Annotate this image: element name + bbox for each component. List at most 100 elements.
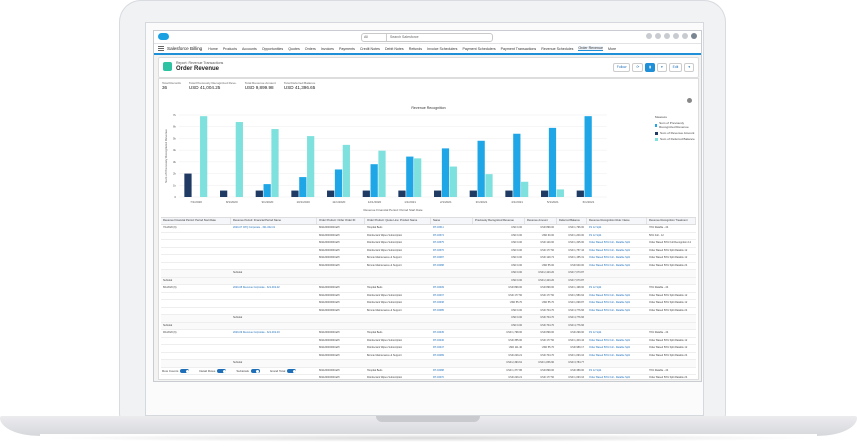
bar-3 (235, 122, 243, 197)
table-cell: Disinfectant Wipes Subscription (367, 233, 403, 237)
table-row: 80112000000UaHr Disinfectant Wipes Subscr… (161, 233, 696, 240)
column-header[interactable]: Order Product: Quote Line: Product Name (365, 218, 431, 224)
user-avatar[interactable] (691, 33, 697, 39)
nav-item-revenue-schedules[interactable]: Revenue Schedules (541, 46, 574, 51)
refresh-button[interactable]: ⟳ (632, 63, 644, 72)
table-cell[interactable]: Order Based 50% Full - Ratable Split (589, 263, 630, 267)
table-cell[interactable]: RT-03489 (433, 353, 444, 357)
table-cell[interactable]: Order Based 50% Full - Ratable Split (589, 338, 630, 342)
table-cell[interactable]: RT-03376 (433, 248, 444, 252)
table-cell[interactable]: RT-03488 (433, 263, 444, 267)
table-cell (161, 233, 231, 240)
nav-item-home[interactable]: Home (208, 46, 218, 51)
app-launcher-icon[interactable] (158, 46, 164, 51)
nav-item-accounts[interactable]: Accounts (242, 46, 257, 51)
nav-item-quotes[interactable]: Quotes (288, 46, 300, 51)
table-cell[interactable]: RT-03409 (433, 286, 444, 289)
toggle-switch[interactable] (180, 369, 190, 373)
table-cell[interactable]: Order Based 50% Full - Ratable Split (589, 301, 630, 304)
table-cell[interactable]: Order Based 50% Full - Ratable Split (589, 308, 630, 312)
column-header[interactable]: Revenue Financial Period: Period Start D… (161, 218, 231, 224)
nav-item-products[interactable]: Products (222, 46, 238, 51)
table-cell[interactable]: Order Based 50% Full - Ratable Split (589, 346, 630, 349)
search-scope-select[interactable]: All (362, 34, 387, 41)
column-header[interactable]: Previously Recognized Revenue (473, 218, 525, 224)
search-input[interactable]: Search Salesforce (390, 35, 419, 39)
table-cell[interactable]: RT-03487 (433, 256, 444, 259)
favorites-icon[interactable] (646, 33, 652, 39)
table-cell (365, 270, 431, 277)
table-cell[interactable]: Order Based 50% Full - Ratable Split (589, 241, 630, 244)
nav-item-invoices[interactable]: Invoices (320, 46, 334, 51)
table-cell[interactable]: 2020-08 Revenue Corporate - 321-002-02 (233, 286, 280, 289)
table-cell[interactable]: RT-03445 (433, 331, 444, 334)
column-header[interactable]: Revenue Period: Financial Period Name (231, 218, 317, 224)
table-cell[interactable]: FS 12 Split (589, 331, 602, 334)
table-cell[interactable]: 2020-09 Revenue Corporate - 321-002-03 (233, 331, 280, 334)
table-cell[interactable]: 2020-07 CPQ Corporate - 321-002-01 (233, 226, 276, 229)
nav-item-refunds[interactable]: Refunds (408, 46, 423, 51)
table-row: 8/1/2020 (6) 2020-08 Revenue Corporate - … (161, 285, 696, 293)
table-cell[interactable]: Order Based 50% Full - Ratable Split (589, 353, 630, 357)
follow-button[interactable]: Follow (612, 63, 631, 72)
global-search[interactable]: All Search Salesforce (361, 33, 493, 42)
table-cell (161, 345, 231, 352)
edit-button[interactable]: Edit (668, 63, 683, 72)
table-cell[interactable]: FS 12 Split (589, 233, 602, 237)
column-header[interactable]: Revenue Recognition Rule: Name (587, 218, 647, 224)
nav-item-orders[interactable]: Orders (304, 46, 316, 51)
nav-item-payment-schedulers[interactable]: Payment Schedulers (462, 46, 496, 51)
nav-item-opportunities[interactable]: Opportunities (261, 46, 284, 51)
nav-item-invoice-schedulers[interactable]: Invoice Schedulers (427, 46, 458, 51)
column-header[interactable]: Revenue Recognition Treatment (647, 218, 696, 224)
table-cell: 80112000000UaHr (319, 256, 340, 259)
table-cell[interactable]: FS 12 Split (589, 226, 602, 229)
help-icon[interactable] (664, 33, 670, 39)
legend-label: Sum of Deferred Balance (660, 137, 695, 141)
settings-gear-icon[interactable] (673, 33, 679, 39)
table-cell[interactable]: RT-03311 (433, 226, 444, 229)
nav-item-more[interactable]: More (607, 46, 617, 51)
nav-item-order-revenue[interactable]: Order Revenue (578, 46, 603, 51)
table-cell: 80112000000UaHr (319, 353, 340, 357)
toggle-switch[interactable] (217, 369, 227, 373)
column-header[interactable]: Name (431, 218, 473, 224)
chart-toggle-button[interactable]: ▮ (645, 63, 655, 72)
nav-item-payments[interactable]: Payments (338, 46, 355, 51)
table-cell[interactable]: RT-03438 (433, 301, 444, 304)
table-cell[interactable]: FS 12 Split (589, 368, 602, 372)
table-cell[interactable]: Order Based 50% Full - Ratable Split (589, 248, 630, 252)
table-cell[interactable]: RT-03446 (433, 338, 444, 342)
table-cell[interactable]: RT-03374 (433, 233, 444, 237)
more-actions-button[interactable]: ▾ (684, 63, 694, 72)
column-header[interactable]: Order Product: Order Order ID (317, 218, 365, 224)
table-cell[interactable]: RT-03488 (433, 368, 444, 372)
toggle-switch[interactable] (250, 369, 260, 373)
table-cell[interactable]: RT-03447 (433, 346, 444, 349)
table-cell[interactable]: RT-03437 (433, 293, 444, 297)
filter-button[interactable]: ▾ (657, 63, 667, 72)
bar-1 (299, 177, 307, 197)
bar-2 (398, 190, 406, 197)
table-cell[interactable]: FS 12 Split (589, 286, 602, 289)
table-cell[interactable]: RT-03485 (433, 308, 444, 312)
column-header[interactable]: Revenue Amount (525, 218, 557, 224)
table-cell[interactable]: Order Based 50% Full - Ratable Split (589, 376, 630, 379)
nav-item-payment-transactions[interactable]: Payment Transactions (500, 46, 537, 51)
nav-item-debit-notes[interactable]: Debit Notes (384, 46, 404, 51)
column-header[interactable]: Deferred Balance (557, 218, 587, 224)
table-cell: Order Based 50% Split Ratable 12 (649, 293, 688, 297)
nav-item-credit-notes[interactable]: Credit Notes (359, 46, 380, 51)
bar-1 (477, 140, 485, 197)
table-cell[interactable]: Order Based 50% Full - Ratable Split (589, 256, 630, 259)
table-cell[interactable]: RT-03375 (433, 241, 444, 244)
add-icon[interactable] (655, 33, 661, 39)
notifications-bell-icon[interactable] (682, 33, 688, 39)
toggle-switch[interactable] (287, 369, 297, 373)
y-tick-label: 7k (173, 113, 177, 117)
table-cell: USD 640.00 (570, 263, 584, 267)
table-cell: USD 229.21 (508, 353, 522, 357)
table-cell[interactable]: Order Based 50% Full - Ratable Split (589, 293, 630, 297)
table-cell[interactable]: RT-03470 (433, 376, 444, 379)
chart-settings-gear-icon[interactable] (687, 98, 692, 103)
